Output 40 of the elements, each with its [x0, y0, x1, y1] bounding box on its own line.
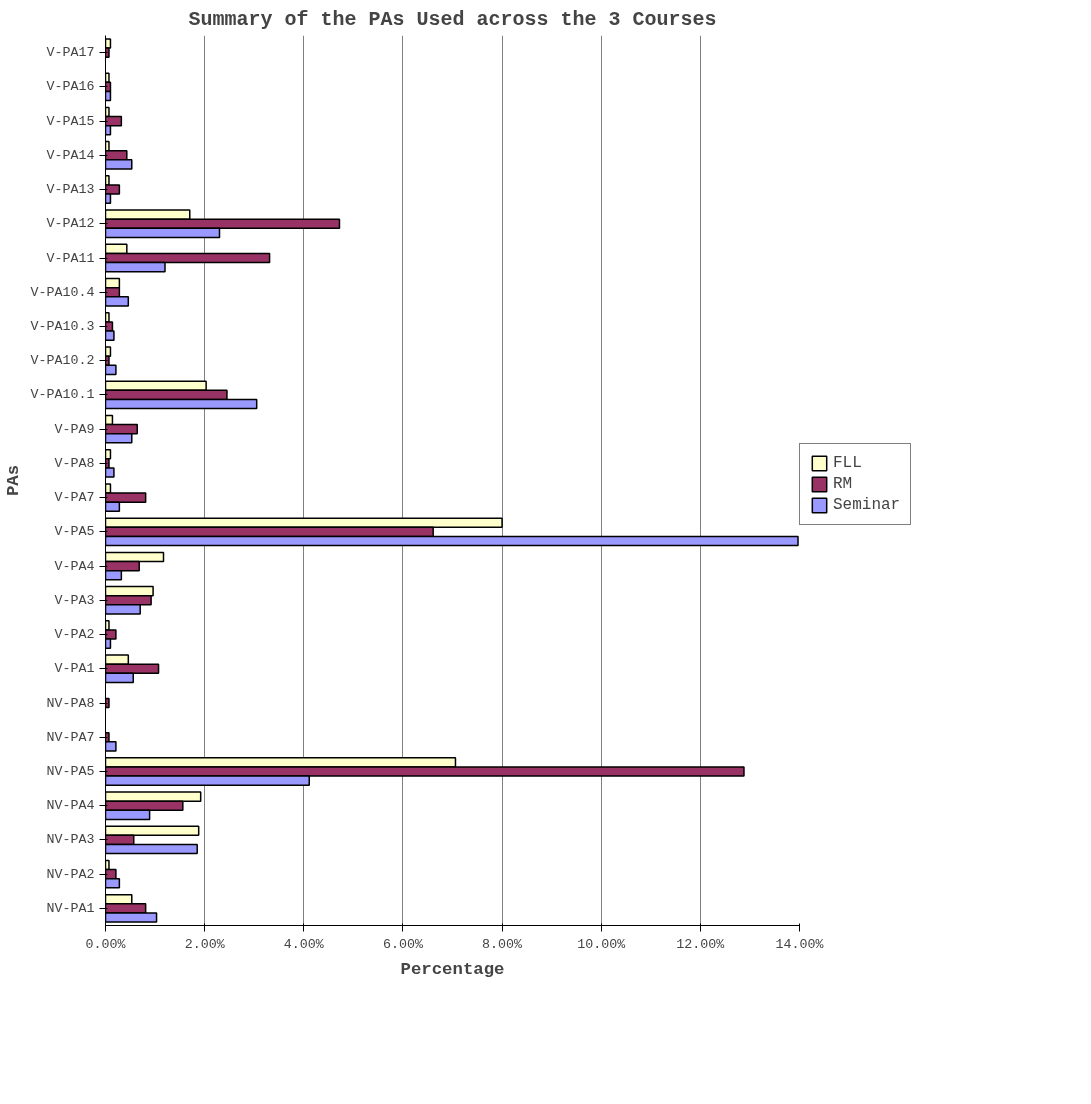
y-tick-label: V-PA15: [46, 113, 95, 129]
y-tick-label: V-PA4: [54, 558, 95, 574]
y-axis-title: PAs: [3, 464, 23, 497]
y-tick-label: NV-PA8: [46, 695, 95, 711]
y-tick-label: V-PA5: [54, 524, 95, 540]
legend-label: RM: [833, 475, 853, 493]
y-tick-label: NV-PA4: [46, 798, 95, 814]
y-tick-label: V-PA8: [54, 455, 95, 471]
y-tick-label: NV-PA2: [46, 866, 95, 882]
y-tick-label: NV-PA3: [46, 832, 95, 848]
y-tick-label: NV-PA1: [46, 900, 95, 916]
legend-label: Seminar: [833, 496, 901, 514]
chart-title: Summary of the PAs Used across the 3 Courses: [188, 7, 717, 31]
y-tick-label: V-PA3: [54, 592, 95, 608]
y-tick-label: V-PA16: [46, 79, 95, 95]
y-tick-label: V-PA13: [46, 182, 95, 198]
x-tick-label: 4.00%: [283, 936, 324, 952]
y-tick-label: V-PA17: [46, 45, 95, 61]
y-tick-label: NV-PA5: [46, 763, 95, 779]
y-tick-label: V-PA10.3: [30, 318, 95, 334]
x-tick-label: 10.00%: [577, 936, 626, 952]
y-tick-label: V-PA1: [54, 661, 95, 677]
legend-label: FLL: [833, 454, 862, 472]
y-tick-label: V-PA12: [46, 216, 95, 232]
y-tick-label: V-PA2: [54, 627, 95, 643]
x-tick-label: 14.00%: [775, 936, 824, 952]
x-tick-label: 6.00%: [382, 936, 423, 952]
y-tick-label: V-PA11: [46, 250, 95, 266]
x-tick-label: 8.00%: [482, 936, 523, 952]
x-tick-label: 0.00%: [85, 936, 126, 952]
y-tick-label: V-PA9: [54, 421, 95, 437]
y-tick-label: V-PA10.1: [30, 387, 95, 403]
x-tick-label: 2.00%: [184, 936, 225, 952]
y-tick-label: V-PA10.4: [30, 284, 95, 300]
x-tick-label: 12.00%: [676, 936, 725, 952]
y-tick-label: V-PA7: [54, 490, 95, 506]
y-tick-label: NV-PA7: [46, 729, 95, 745]
y-tick-label: V-PA14: [46, 147, 95, 163]
y-tick-label: V-PA10.2: [30, 353, 95, 369]
x-axis-title: Percentage: [400, 959, 505, 979]
